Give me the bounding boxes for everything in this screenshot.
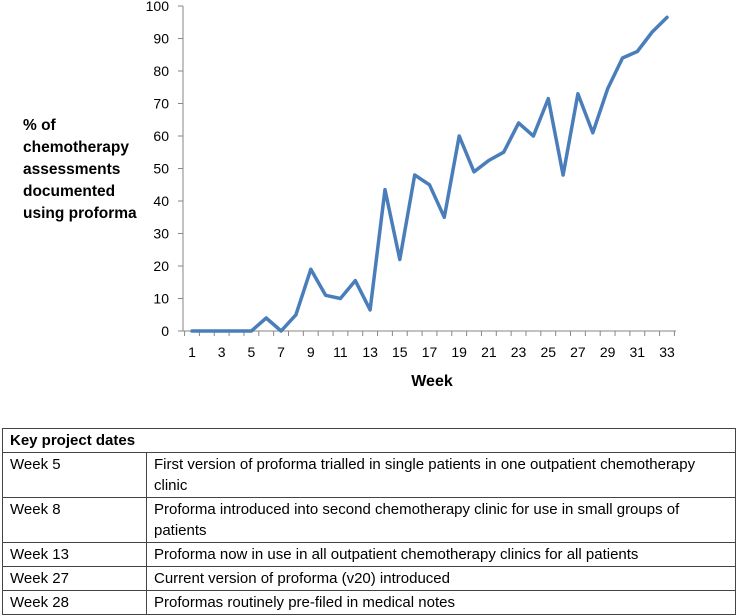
y-tick-label: 30 — [153, 226, 169, 242]
data-point — [442, 215, 446, 219]
x-tick-label: 33 — [659, 344, 675, 360]
data-point — [472, 170, 476, 174]
description-cell: First version of proforma trialled in si… — [146, 452, 736, 498]
data-point — [487, 158, 491, 162]
table-row: Week 13 Proforma now in use in all outpa… — [2, 542, 736, 567]
series-group — [190, 15, 669, 333]
description-cell: Proforma introduced into second chemothe… — [146, 497, 736, 543]
data-point — [531, 134, 535, 138]
table-header: Key project dates — [2, 428, 736, 453]
data-point — [413, 173, 417, 177]
x-tick-label: 27 — [570, 344, 586, 360]
x-axis: 1 3 5 7 9 11 13 15 17 19 21 23 25 27 29 31 33 — [183, 330, 676, 360]
y-tick-label: 90 — [153, 31, 169, 47]
data-point — [591, 131, 595, 135]
week-cell: Week 13 — [2, 542, 147, 567]
y-tick-label: 100 — [146, 0, 170, 14]
data-point — [190, 329, 194, 333]
x-tick-label: 31 — [630, 344, 646, 360]
week-cell: Week 8 — [2, 497, 147, 543]
description-cell: Proformas routinely pre-filed in medical… — [146, 590, 736, 615]
key-dates-table: Key project dates Week 5 First version o… — [2, 428, 736, 615]
week-cell: Week 27 — [2, 566, 147, 591]
x-tick-label: 19 — [451, 344, 467, 360]
description-cell: Proforma now in use in all outpatient ch… — [146, 542, 736, 567]
description-cell: Current version of proforma (v20) introd… — [146, 566, 736, 591]
y-axis-label-line: assessments — [23, 161, 121, 178]
x-tick-label: 5 — [247, 344, 255, 360]
data-point — [235, 329, 239, 333]
table-header-row: Key project dates — [2, 428, 736, 453]
x-tick-label: 13 — [362, 344, 378, 360]
x-tick-label: 1 — [188, 344, 196, 360]
data-point — [502, 150, 506, 154]
y-axis: 0 10 20 30 40 50 60 70 80 90 100 — [146, 0, 184, 339]
data-point — [650, 30, 654, 34]
data-point — [279, 329, 283, 333]
data-point — [205, 329, 209, 333]
y-tick-label: 20 — [153, 258, 169, 274]
data-point — [220, 329, 224, 333]
y-tick-label: 40 — [153, 193, 169, 209]
data-point — [457, 134, 461, 138]
x-tick-label: 21 — [481, 344, 497, 360]
data-point — [665, 15, 669, 19]
table-row: Week 5 First version of proforma trialle… — [2, 452, 736, 498]
table-row: Week 27 Current version of proforma (v20… — [2, 566, 736, 591]
data-point — [368, 308, 372, 312]
y-tick-label: 60 — [153, 128, 169, 144]
data-point — [620, 56, 624, 60]
data-point — [546, 97, 550, 101]
series-line — [190, 15, 669, 333]
table-row: Week 8 Proforma introduced into second c… — [2, 497, 736, 543]
week-cell: Week 28 — [2, 590, 147, 615]
data-point — [428, 183, 431, 187]
y-tick-label: 0 — [161, 323, 169, 339]
y-axis-label-line: documented — [23, 183, 116, 200]
x-tick-label: 23 — [511, 344, 527, 360]
data-point — [517, 121, 521, 125]
data-point — [635, 50, 639, 53]
data-point — [383, 188, 387, 192]
data-point — [398, 258, 402, 261]
y-axis-label-line: chemotherapy — [23, 139, 129, 156]
data-point — [606, 87, 610, 91]
x-tick-label: 3 — [218, 344, 226, 360]
data-point — [338, 297, 342, 300]
x-tick-label: 9 — [307, 344, 315, 360]
x-tick-label: 15 — [392, 344, 408, 360]
data-point — [353, 279, 357, 283]
data-point — [309, 267, 313, 271]
data-point — [249, 329, 253, 333]
data-point — [264, 316, 268, 320]
y-axis-label: % of chemotherapy assessments documented… — [23, 115, 153, 225]
y-axis-label-line: % of — [23, 117, 56, 134]
y-tick-label: 50 — [153, 161, 169, 177]
data-point — [294, 313, 298, 317]
data-point — [561, 173, 565, 177]
y-tick-label: 70 — [153, 96, 169, 112]
y-axis-label-line: using proforma — [23, 205, 137, 222]
x-tick-label: 17 — [422, 344, 438, 360]
y-tick-label: 80 — [153, 63, 169, 79]
x-tick-label: 11 — [333, 344, 348, 360]
data-point — [324, 293, 328, 297]
x-tick-label: 25 — [540, 344, 556, 360]
y-tick-label: 10 — [153, 291, 169, 307]
x-axis-label: Week — [411, 373, 453, 390]
data-point — [576, 92, 580, 96]
week-cell: Week 5 — [2, 452, 147, 498]
x-tick-label: 29 — [600, 344, 616, 360]
table-row: Week 28 Proformas routinely pre-filed in… — [2, 590, 736, 615]
x-tick-label: 7 — [277, 344, 285, 360]
